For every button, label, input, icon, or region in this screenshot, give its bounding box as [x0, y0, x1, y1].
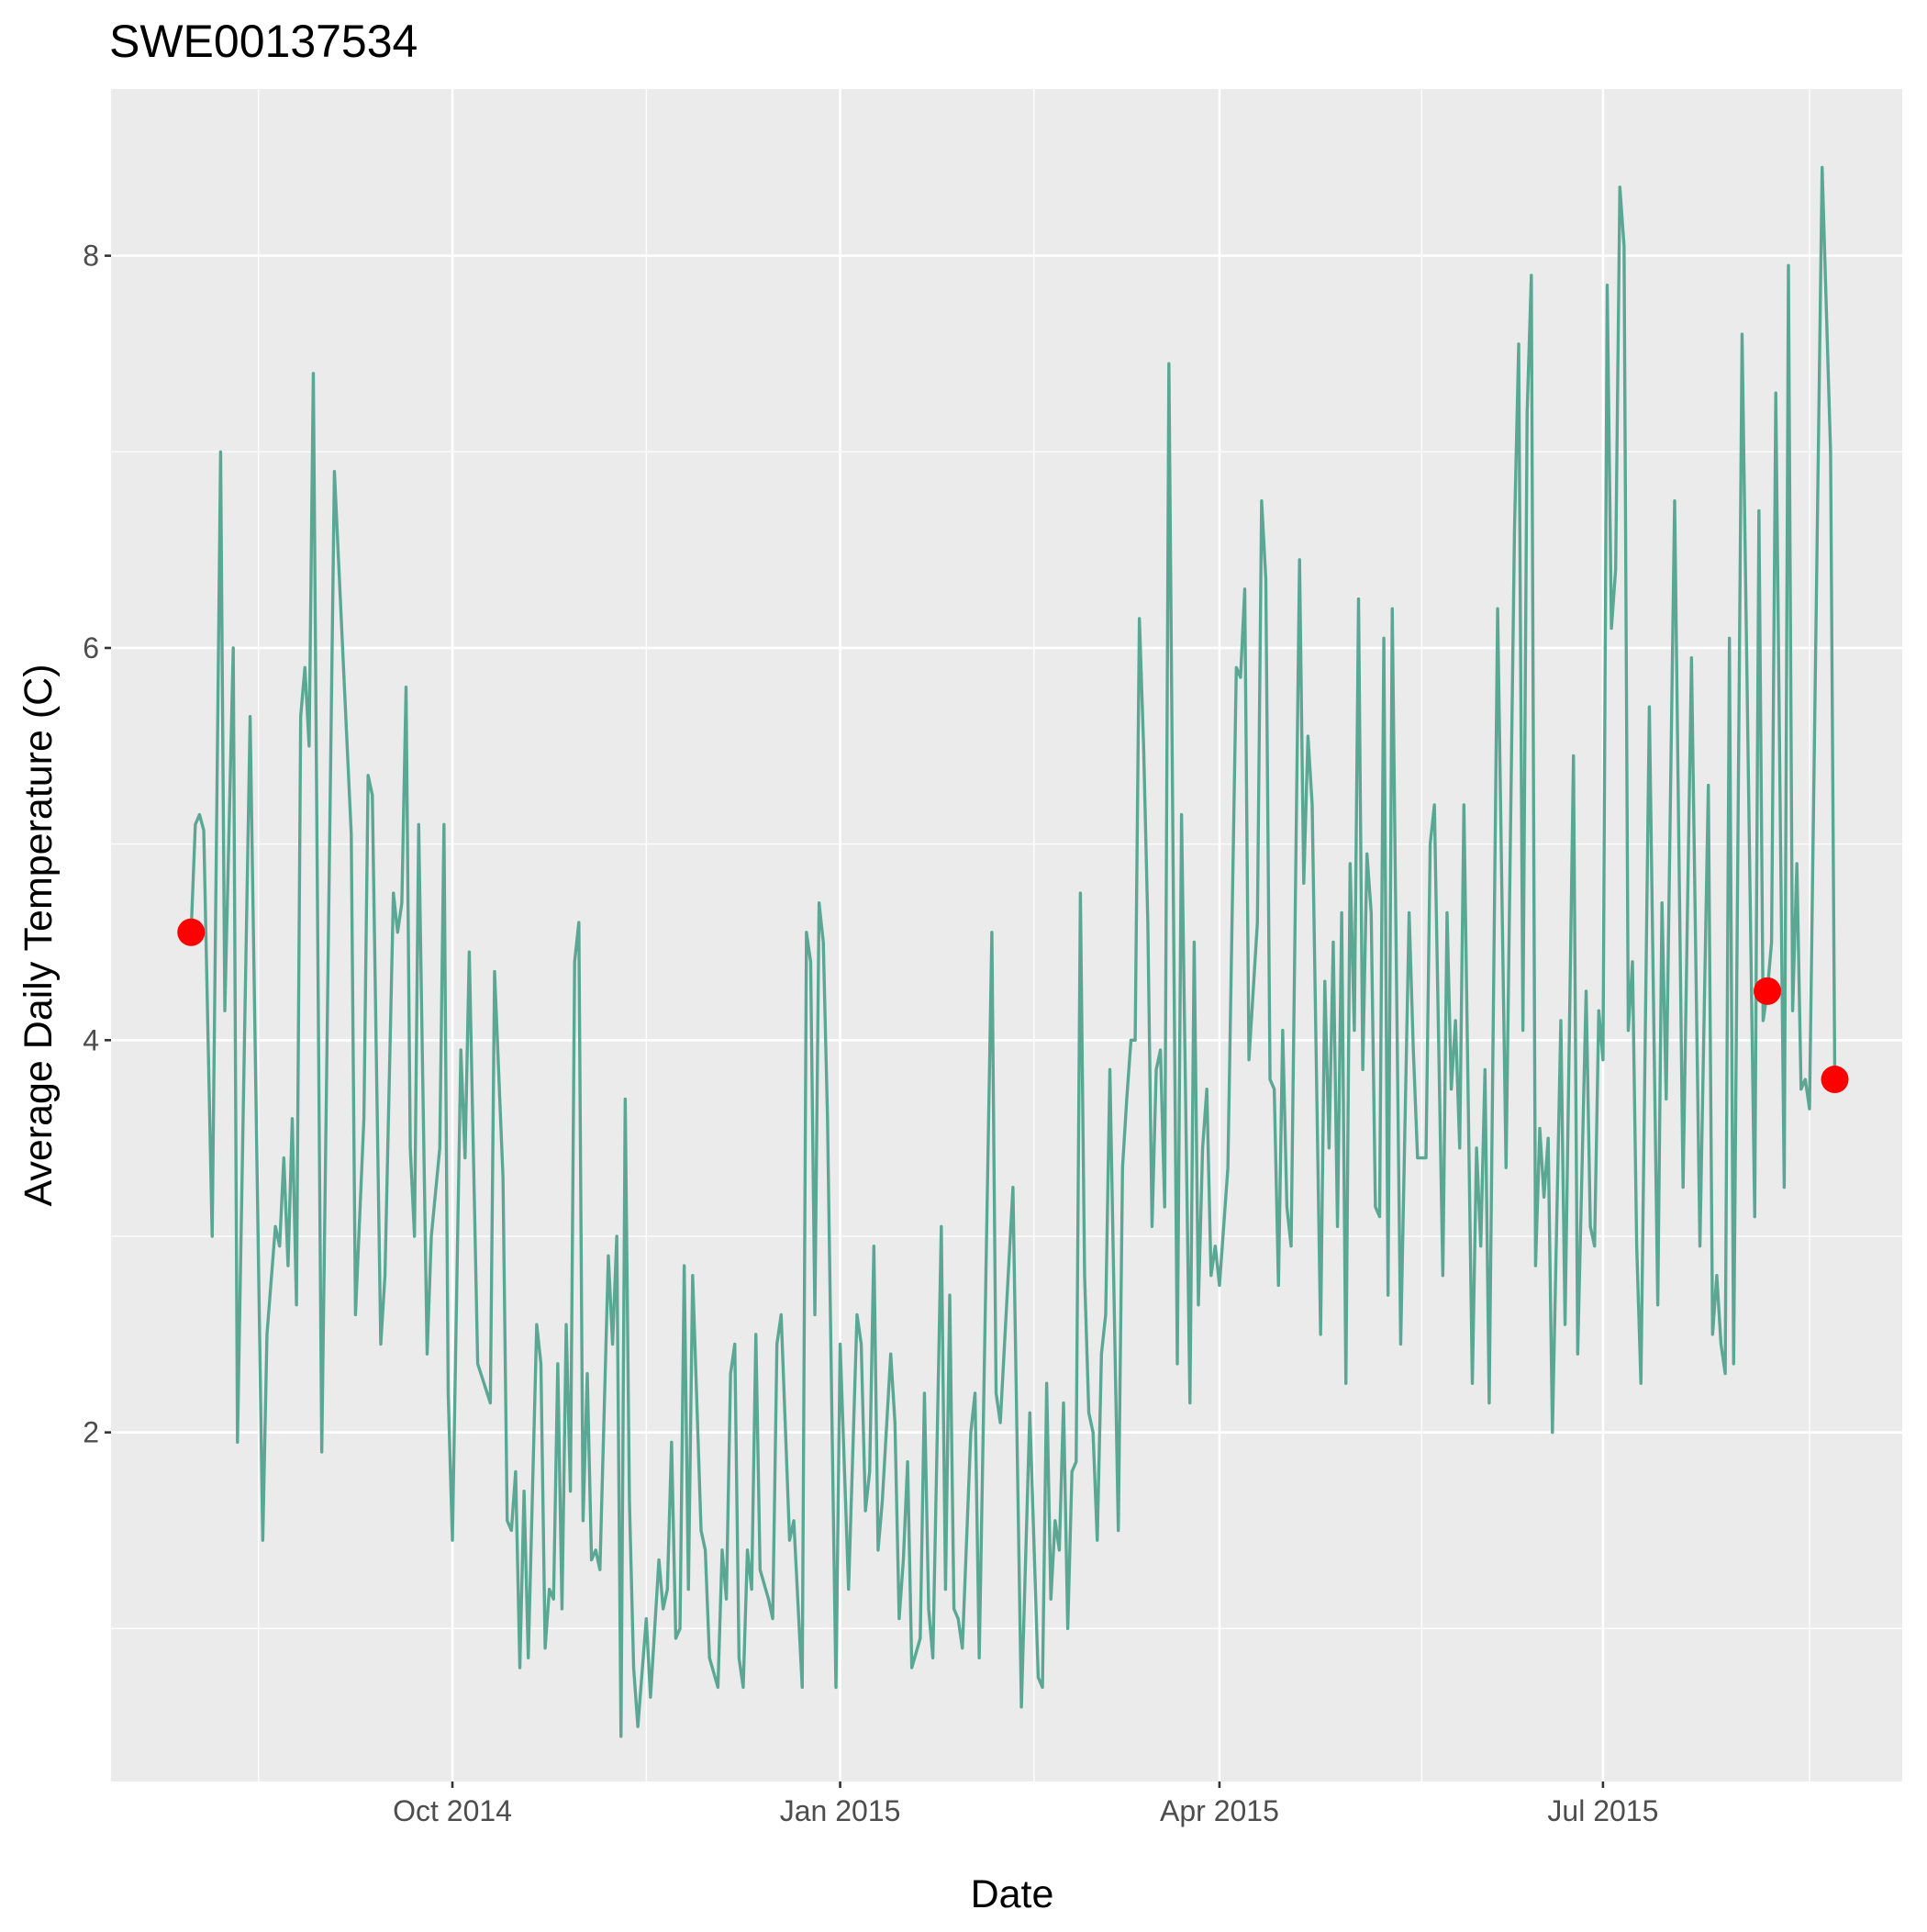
- x-axis-title: Date: [971, 1872, 1054, 1916]
- x-tick-label: Oct 2014: [393, 1794, 512, 1827]
- plot-panel: [111, 89, 1902, 1781]
- y-tick-label: 6: [83, 631, 99, 664]
- chart-title: SWE00137534: [109, 16, 418, 67]
- highlight-point: [1754, 977, 1782, 1005]
- y-axis-title: Average Daily Temperature (C): [17, 664, 61, 1206]
- y-tick-label: 8: [83, 240, 99, 273]
- y-tick-label: 2: [83, 1416, 99, 1449]
- x-tick-label: Apr 2015: [1160, 1794, 1279, 1827]
- x-tick-label: Jan 2015: [780, 1794, 901, 1827]
- temperature-line: [189, 165, 1837, 1738]
- highlight-point: [177, 918, 206, 946]
- x-tick-label: Jul 2015: [1547, 1794, 1658, 1827]
- highlight-point: [1821, 1066, 1849, 1094]
- y-tick-label: 4: [83, 1023, 99, 1056]
